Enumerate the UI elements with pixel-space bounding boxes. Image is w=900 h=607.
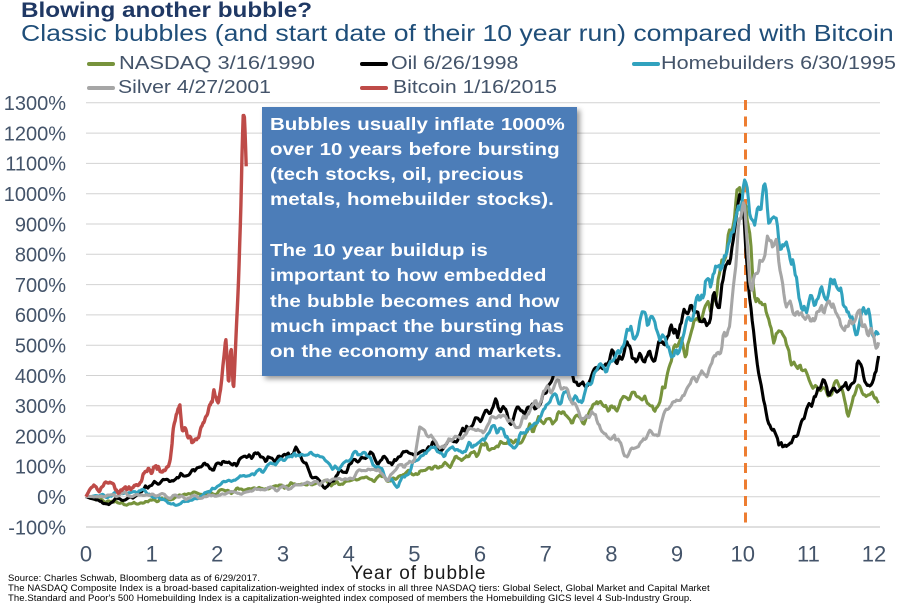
svg-text:5: 5 (408, 542, 420, 567)
svg-text:Year of bubble: Year of bubble (351, 563, 487, 584)
svg-text:1000%: 1000% (4, 184, 66, 206)
svg-text:300%: 300% (15, 396, 66, 418)
svg-text:12: 12 (862, 542, 886, 567)
svg-text:400%: 400% (15, 366, 66, 388)
svg-text:0%: 0% (37, 487, 66, 509)
svg-text:2: 2 (211, 542, 223, 567)
svg-text:1: 1 (146, 542, 158, 567)
svg-text:1200%: 1200% (4, 123, 66, 145)
svg-text:200%: 200% (15, 426, 66, 448)
svg-text:9: 9 (671, 542, 683, 567)
svg-text:1100%: 1100% (5, 154, 66, 176)
svg-text:8: 8 (605, 542, 617, 567)
svg-text:700%: 700% (15, 275, 66, 297)
svg-text:6: 6 (474, 542, 486, 567)
svg-text:10: 10 (730, 542, 754, 567)
svg-text:1300%: 1300% (4, 93, 66, 115)
svg-text:800%: 800% (15, 245, 66, 267)
svg-text:11: 11 (797, 542, 820, 567)
svg-text:7: 7 (540, 542, 552, 567)
svg-text:500%: 500% (15, 336, 66, 358)
svg-text:3: 3 (277, 542, 289, 567)
svg-text:0: 0 (80, 542, 92, 567)
svg-text:600%: 600% (15, 305, 66, 327)
svg-text:-100%: -100% (8, 517, 66, 539)
svg-text:900%: 900% (15, 214, 66, 236)
svg-text:4: 4 (343, 542, 355, 567)
svg-text:100%: 100% (15, 457, 66, 479)
